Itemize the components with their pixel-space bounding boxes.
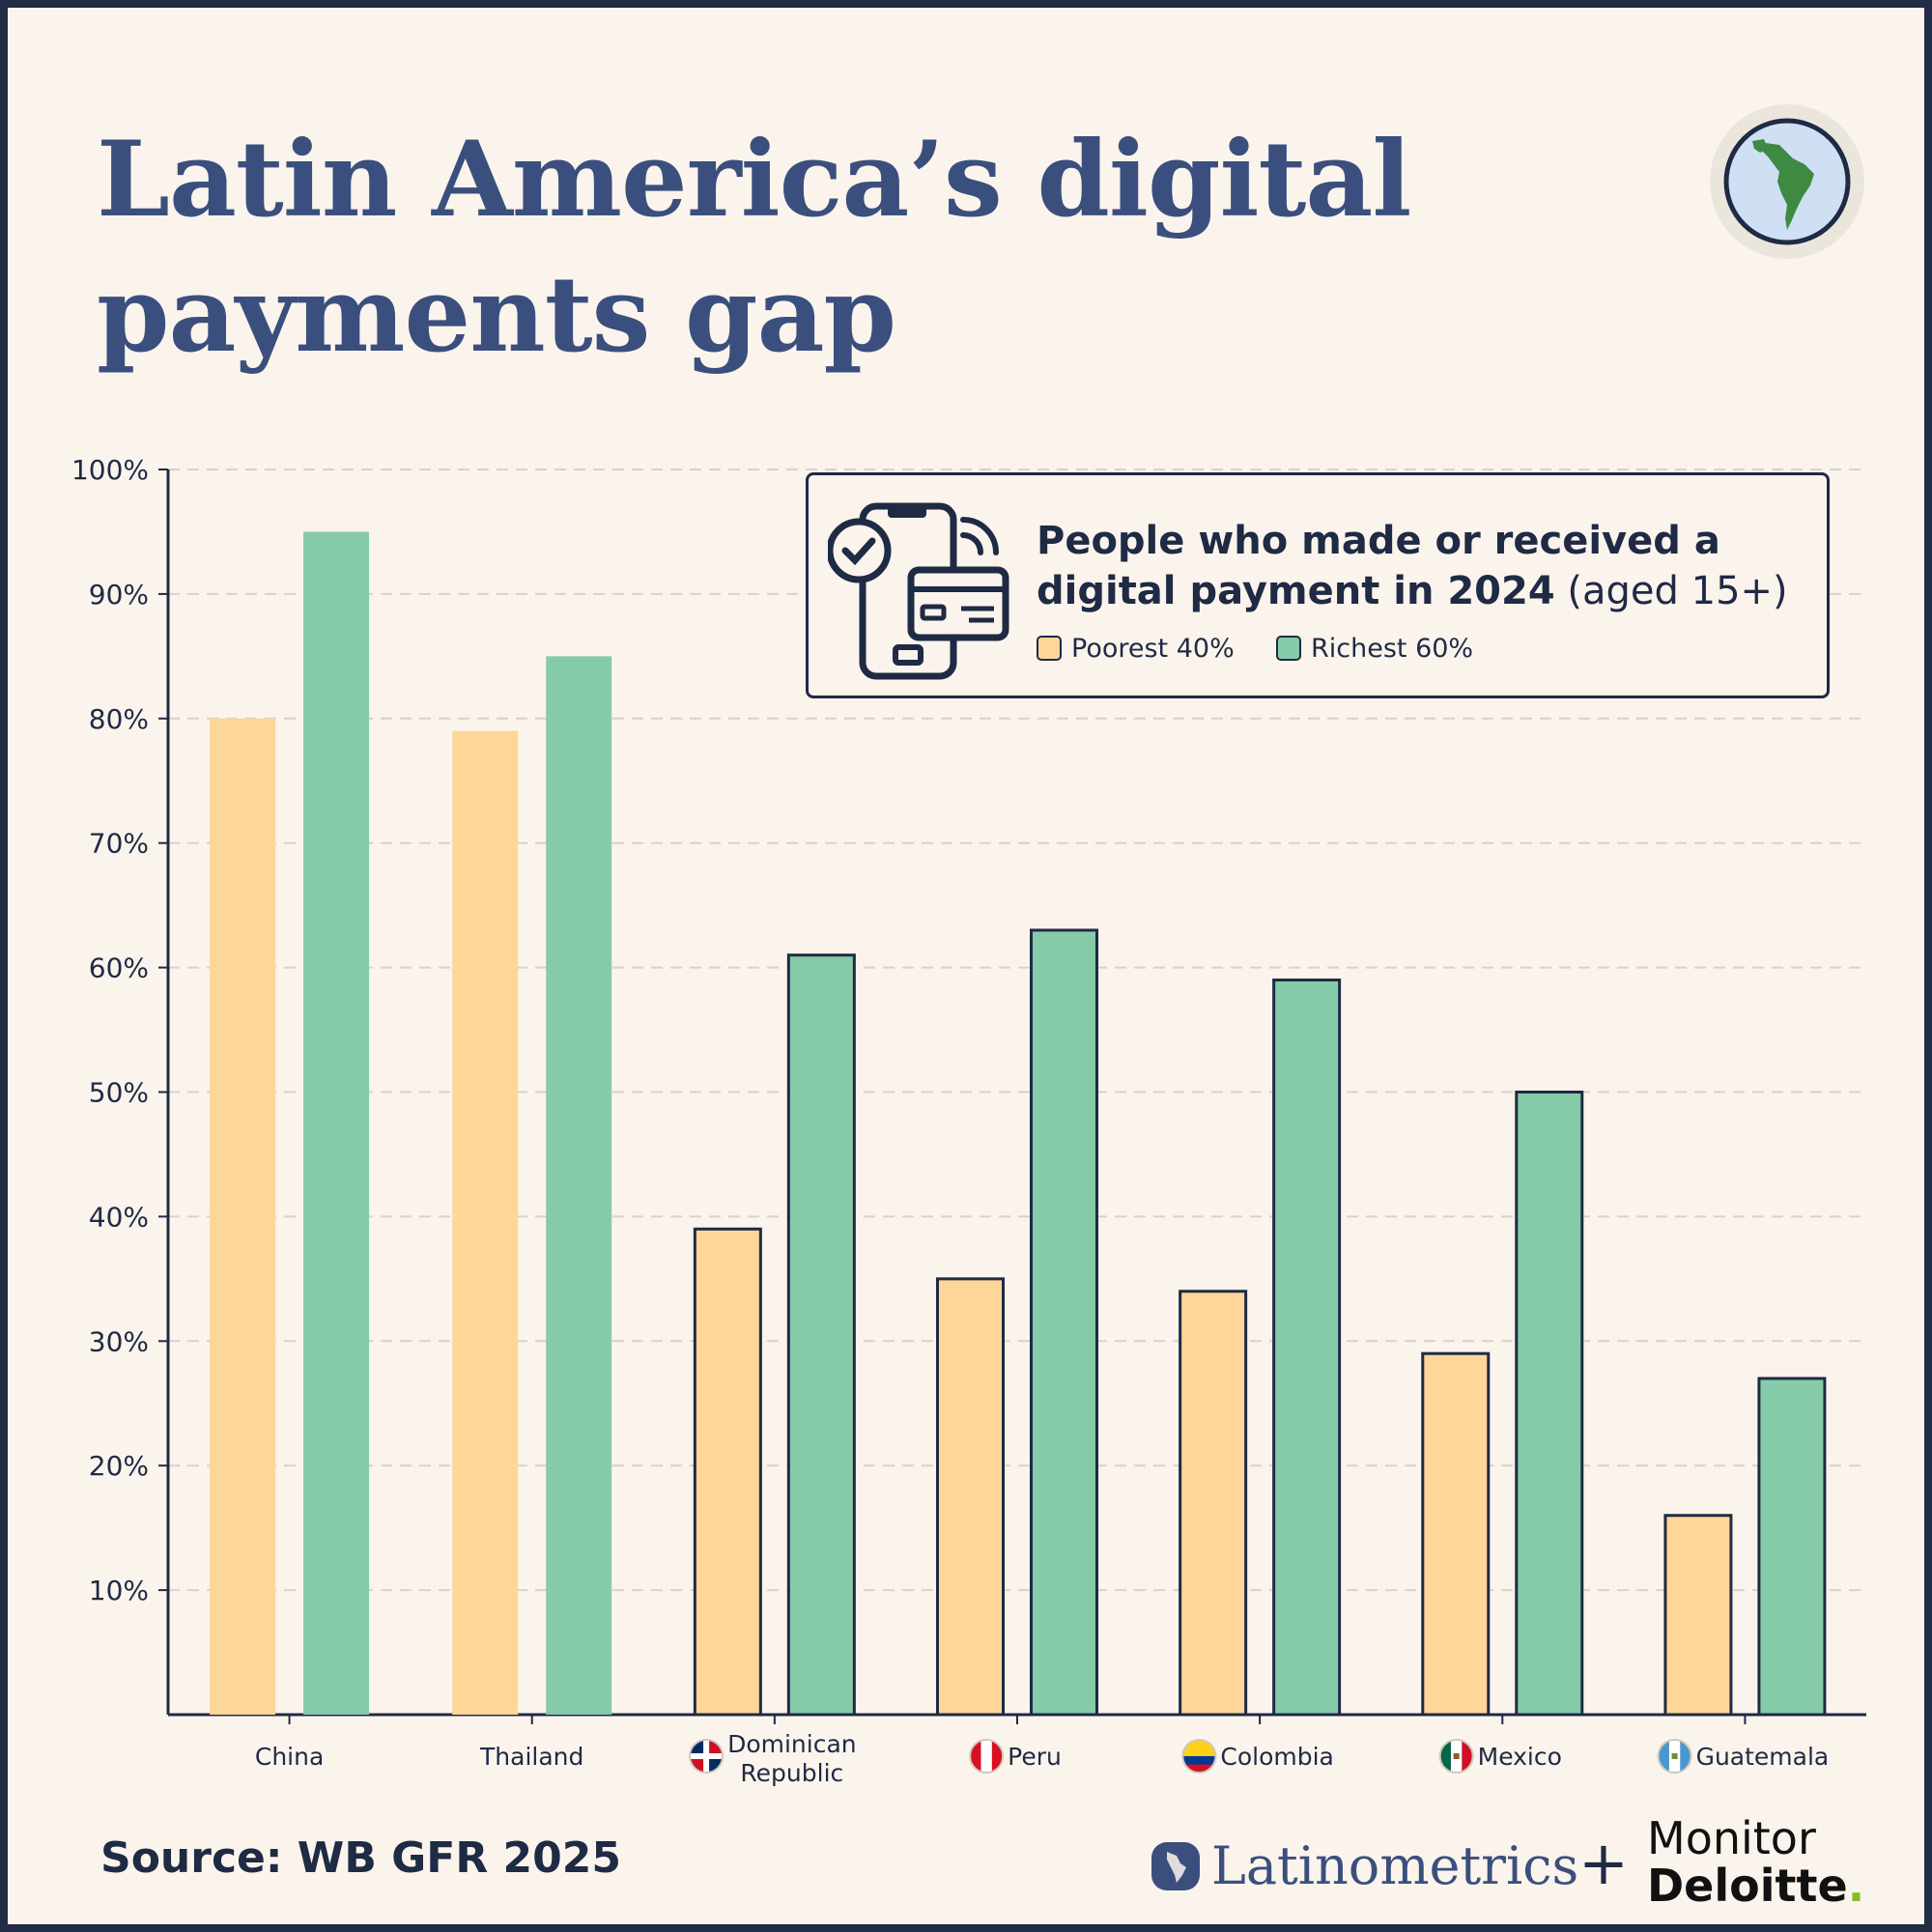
bar-richest (1272, 978, 1342, 1717)
chart-legend: People who made or received a digital pa… (806, 472, 1830, 698)
x-tick-label-line: Guatemala (1696, 1743, 1830, 1771)
x-tick-label-line: Mexico (1478, 1743, 1562, 1771)
x-tick-label-line: Peru (1008, 1743, 1062, 1771)
title-line-1: Latin America’s digital (97, 119, 1411, 241)
x-tick-label: Thailand (479, 1743, 583, 1771)
y-tick-label: 100% (71, 454, 149, 486)
bar-richest (1030, 928, 1098, 1717)
legend-title: People who made or received a digital pa… (1037, 516, 1788, 616)
legend-item-poorest: Poorest 40% (1037, 633, 1235, 664)
x-tick-label-line: China (255, 1743, 324, 1771)
peru-flag-icon (969, 1739, 1005, 1774)
y-tick-label: 30% (89, 1325, 149, 1357)
x-tick-label: Mexico (1478, 1743, 1562, 1771)
bar-richest (786, 953, 856, 1717)
latinometrics-logo: Latinometrics (1150, 1835, 1578, 1896)
x-tick-label-line: Colombia (1220, 1743, 1333, 1771)
source-note: Source: WB GFR 2025 (100, 1833, 621, 1883)
bar-richest (546, 656, 612, 1715)
deloitte-green-dot: . (1847, 1860, 1865, 1912)
x-tick-label: Colombia (1220, 1743, 1333, 1771)
y-tick-label: 90% (89, 579, 149, 611)
y-tick-label: 20% (89, 1450, 149, 1482)
legend-label-poorest: Poorest 40% (1071, 633, 1235, 664)
y-tick-label: 60% (89, 952, 149, 984)
y-tick-label: 80% (89, 703, 149, 735)
monitor-wordmark: Monitor (1647, 1812, 1816, 1864)
poorest-swatch (1037, 636, 1062, 661)
y-tick-label: 10% (89, 1575, 149, 1606)
legend-title-line-2: digital payment in 2024 (aged 15+) (1037, 566, 1788, 616)
bar-richest (303, 531, 370, 1716)
x-tick-label: Dominican Republic (727, 1730, 857, 1787)
latinometrics-mark-icon (1151, 1841, 1200, 1890)
y-tick-label: 70% (89, 828, 149, 860)
latinometrics-wordmark: Latinometrics (1211, 1835, 1579, 1896)
bar-poorest (936, 1277, 1005, 1717)
guatemala-flag-icon (1657, 1739, 1692, 1774)
legend-title-bold: digital payment in 2024 (1037, 569, 1555, 613)
bar-richest (1757, 1377, 1827, 1717)
x-tick-label: Guatemala (1696, 1743, 1830, 1771)
bar-chart: 10% 20% 30% 40% 50% 60% 70% 80% 90% 100% China Thai… (71, 454, 1866, 1787)
x-tick-label-line: Thailand (479, 1743, 583, 1771)
legend-label-richest: Richest 60% (1311, 633, 1474, 664)
bar-poorest (1179, 1290, 1248, 1717)
x-tick-label: China (255, 1743, 324, 1771)
x-tick-label-line: Dominican (727, 1730, 857, 1758)
colombia-flag-icon (1181, 1739, 1217, 1774)
bar-richest (1515, 1091, 1584, 1717)
deloitte-wordmark: Deloitte. (1647, 1862, 1864, 1909)
dominican-republic-flag-icon (689, 1739, 724, 1774)
y-tick-label: 40% (89, 1201, 149, 1233)
deloitte-text: Deloitte (1647, 1860, 1848, 1912)
page-title: Latin America’s digital payments gap (97, 112, 1411, 383)
latin-america-globe-icon (1710, 104, 1864, 259)
bar-poorest (210, 718, 276, 1715)
legend-title-line-1: People who made or received a (1037, 519, 1720, 563)
legend-title-suffix: (aged 15+) (1554, 569, 1788, 613)
legend-item-richest: Richest 60% (1276, 633, 1474, 664)
x-tick-label: Peru (1008, 1743, 1062, 1771)
x-tick-label-line: Republic (740, 1759, 843, 1787)
bar-poorest (693, 1227, 762, 1717)
bar-poorest (1421, 1351, 1491, 1717)
plus-sign: + (1578, 1828, 1629, 1898)
title-line-2: payments gap (97, 254, 896, 376)
y-tick-label: 50% (89, 1077, 149, 1109)
richest-swatch (1276, 636, 1301, 661)
bar-poorest (452, 730, 519, 1715)
bar-poorest (1663, 1514, 1733, 1717)
mexico-flag-icon (1438, 1739, 1474, 1774)
mobile-payment-icon (826, 497, 1011, 684)
